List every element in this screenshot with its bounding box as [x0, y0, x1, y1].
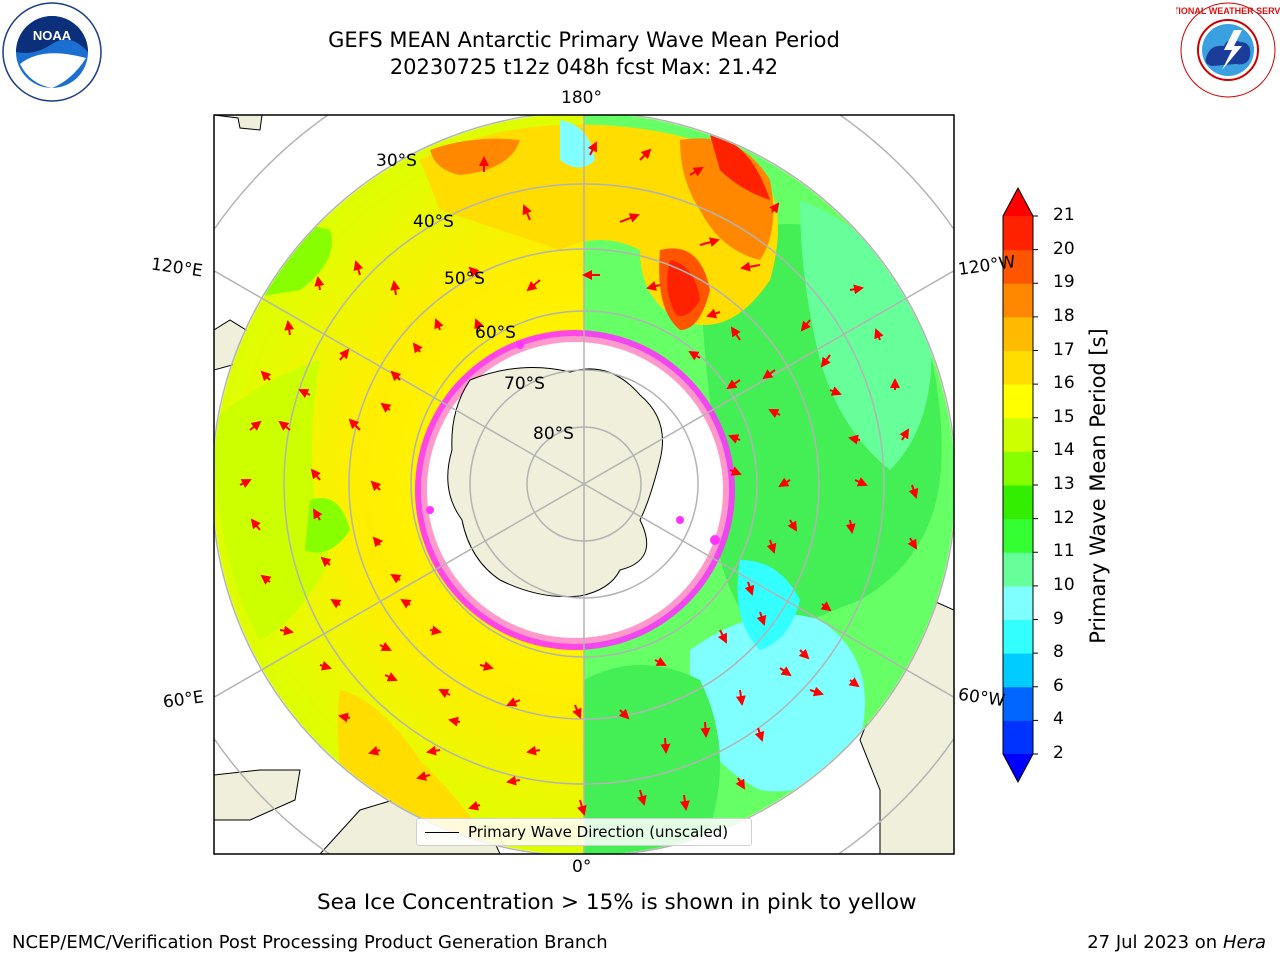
graticule [214, 115, 954, 854]
colorbar-segment [1003, 686, 1033, 721]
colorbar-tick-label: 6 [1053, 675, 1064, 696]
colorbar-segment [1003, 451, 1033, 486]
noaa-logo-text: NOAA [33, 28, 72, 43]
colorbar-segment [1003, 485, 1033, 520]
lat-label-70s: 70°S [504, 374, 545, 394]
colorbar-tick-label: 15 [1053, 406, 1075, 427]
noaa-logo: NOAA [2, 2, 102, 102]
colorbar-tick-label: 10 [1053, 574, 1075, 595]
wave-direction-arrows [239, 141, 919, 816]
map-frame [213, 114, 955, 855]
colorbar-tick-label: 12 [1053, 507, 1075, 528]
lat-label-80s: 80°S [533, 424, 574, 444]
colorbar-tick-label: 9 [1053, 608, 1064, 629]
colorbar-tick-label: 16 [1053, 373, 1075, 394]
colorbar-segment [1003, 249, 1033, 284]
legend-line-sample [425, 832, 459, 833]
lat-label-50s: 50°S [444, 269, 485, 289]
colorbar-segment [1003, 216, 1033, 251]
colorbar-under-triangle [1003, 754, 1033, 782]
lat-label-60s: 60°S [475, 323, 516, 343]
colorbar-tick-label: 14 [1053, 440, 1075, 461]
lat-label-40s: 40°S [413, 212, 454, 232]
colorbar-segment [1003, 316, 1033, 351]
map-legend: Primary Wave Direction (unscaled) [416, 818, 752, 846]
colorbar-over-triangle [1003, 188, 1033, 216]
colorbar-tick-label: 18 [1053, 305, 1075, 326]
colorbar-tick-label: 13 [1053, 474, 1075, 494]
chart-subtitle: 20230725 t12z 048h fcst Max: 21.42 [389, 55, 779, 79]
chart-title: GEFS MEAN Antarctic Primary Wave Mean Pe… [328, 28, 840, 52]
colorbar-segment [1003, 720, 1033, 755]
colorbar-tick-label: 19 [1053, 272, 1075, 293]
footer-credit: NCEP/EMC/Verification Post Processing Pr… [12, 932, 608, 953]
colorbar-segment [1003, 653, 1033, 688]
colorbar-tick-label: 8 [1053, 642, 1064, 663]
lat-label-30s: 30°S [376, 151, 417, 171]
colorbar-segment [1003, 552, 1033, 587]
nws-logo: NATIONAL WEATHER SERVICE [1176, 2, 1280, 98]
colorbar-segment [1003, 417, 1033, 452]
footer-date: 27 Jul 2023 on Hera [1087, 932, 1266, 953]
colorbar-tick-label: 11 [1053, 541, 1075, 562]
colorbar-tick-label: 2 [1053, 743, 1064, 763]
svg-text:NATIONAL WEATHER SERVICE: NATIONAL WEATHER SERVICE [1176, 6, 1280, 16]
lon-label-180: 180° [561, 88, 602, 108]
colorbar-segment [1003, 585, 1033, 620]
legend-label: Primary Wave Direction (unscaled) [468, 823, 729, 841]
colorbar [1002, 186, 1038, 784]
colorbar-label: Primary Wave Mean Period [s] [1086, 328, 1110, 644]
sea-ice-caption: Sea Ice Concentration > 15% is shown in … [317, 890, 917, 915]
colorbar-tick-label: 20 [1053, 238, 1075, 259]
colorbar-tick-label: 4 [1053, 709, 1064, 730]
colorbar-segment [1003, 518, 1033, 553]
colorbar-segment [1003, 283, 1033, 318]
colorbar-tick-label: 21 [1053, 205, 1075, 225]
footer-date-text: 27 Jul 2023 on [1087, 932, 1223, 953]
colorbar-segment [1003, 384, 1033, 419]
footer-host: Hera [1222, 932, 1266, 953]
lon-label-0: 0° [572, 857, 592, 877]
colorbar-segment [1003, 350, 1033, 385]
colorbar-tick-label: 17 [1053, 339, 1075, 360]
colorbar-segment [1003, 619, 1033, 654]
